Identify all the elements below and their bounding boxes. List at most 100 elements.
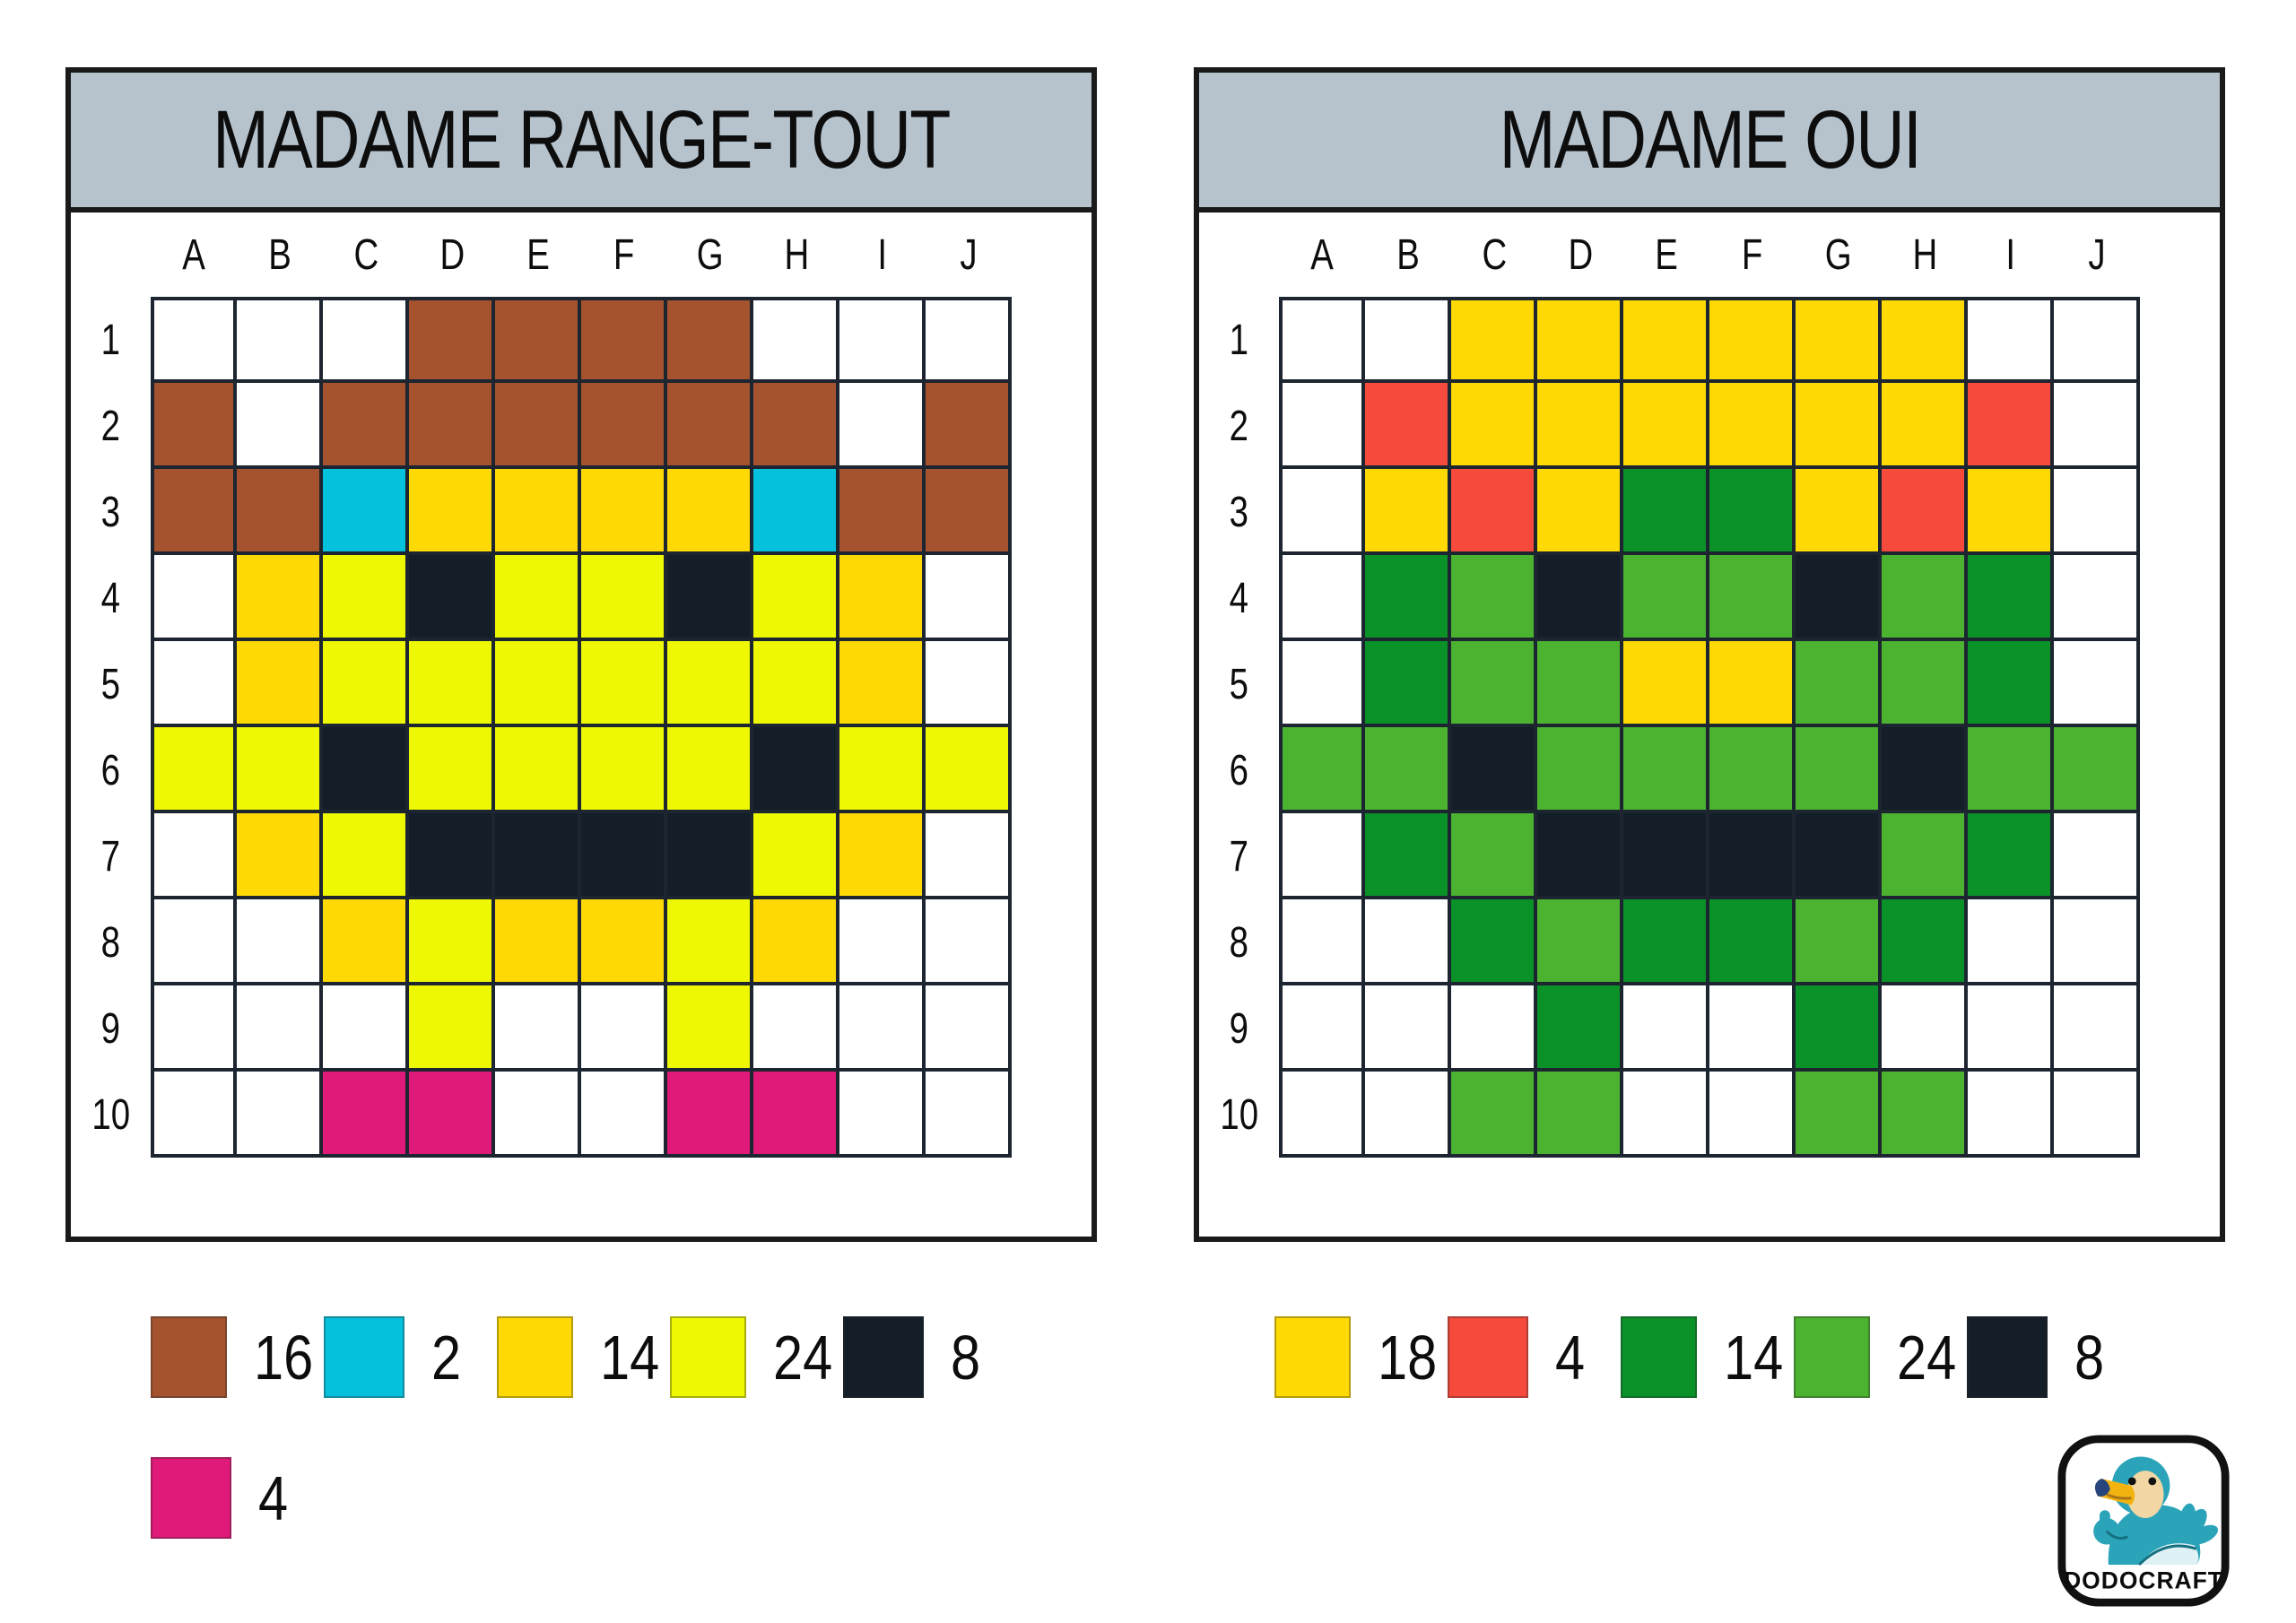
row-label-text: 4 [1229,574,1249,622]
column-label-text: H [1912,230,1937,279]
column-label: F [581,213,667,297]
column-label-text: F [1742,230,1763,279]
grid-cell-white [581,985,667,1072]
column-label-text: A [182,230,205,279]
column-label-text: D [439,230,465,279]
grid-cell-gold-yellow [237,641,323,727]
grid-cell-light-green [1537,899,1623,985]
row-label: 2 [1199,383,1279,469]
grid-cell-red [1882,469,1968,555]
grid-cell-white [1365,1072,1451,1158]
grid-cell-white [2054,555,2140,641]
grid-cell-red [1365,383,1451,469]
grid-cell-gold-yellow [1796,469,1882,555]
column-label-text: H [784,230,809,279]
grid-cell-bright-yellow [495,555,581,641]
panel-title-bar: MADAME RANGE-TOUT [71,73,1091,213]
grid-cell-white [1279,641,1365,727]
grid-cell-white [926,1072,1012,1158]
grid-cell-pink [667,1072,753,1158]
row-label-text: 5 [100,660,121,708]
grid-cell-bright-yellow [926,727,1012,813]
grid-cell-gold-yellow [1537,383,1623,469]
grid-cell-light-green [1796,727,1882,813]
grid-cell-white [1279,1072,1365,1158]
pixel-grid: A B C D E F G H I J 1 2 3 4 5 6 7 8 9 10 [71,213,1091,1158]
grid-cell-white [1279,555,1365,641]
grid-cell-gold-yellow [1882,383,1968,469]
grid-cell-brown [495,383,581,469]
grid-cell-gold-yellow [753,899,839,985]
grid-cell-black [1882,727,1968,813]
grid-cell-light-green [1451,555,1537,641]
grid-cell-gold-yellow [1623,297,1709,383]
grid-cell-bright-yellow [667,985,753,1072]
row-label: 9 [1199,985,1279,1072]
grid-cell-white [495,1072,581,1158]
grid-cell-white [2054,383,2140,469]
legend-swatch-black [1967,1316,2048,1398]
grid-cell-bright-yellow [753,555,839,641]
grid-cell-dark-green [1623,469,1709,555]
legend-count: 18 [1378,1322,1438,1393]
row-label: 9 [71,985,151,1072]
grid-cell-light-green [1709,727,1796,813]
row-label-text: 1 [100,316,121,364]
grid-cell-gold-yellow [1623,383,1709,469]
grid-cell-bright-yellow [839,727,926,813]
grid-cell-bright-yellow [667,899,753,985]
grid-cell-white [495,985,581,1072]
column-label: C [323,213,409,297]
grid-cell-white [926,813,1012,899]
grid-cell-white [753,297,839,383]
grid-cell-light-green [1709,555,1796,641]
legend-count: 4 [1555,1322,1586,1393]
grid-cell-white [151,985,237,1072]
grid-cell-white [839,383,926,469]
color-legend: 16 2 14 24 8 4 [151,1316,1034,1598]
grid-cell-brown [151,383,237,469]
legend-swatch-bright-yellow [670,1316,747,1398]
column-label-text: G [697,230,724,279]
grid-cell-gold-yellow [581,899,667,985]
grid-cell-dark-green [1451,899,1537,985]
legend-swatch-light-green [1794,1316,1871,1398]
grid-cell-white [1968,1072,2054,1158]
row-label-text: 1 [1229,316,1249,364]
grid-cell-dark-green [1365,641,1451,727]
grid-cell-brown [409,383,495,469]
column-label: I [839,213,926,297]
legend-item: 8 [843,1316,1016,1398]
grid-cell-white [753,985,839,1072]
grid-cell-bright-yellow [237,727,323,813]
legend-swatch-dark-green [1621,1316,1698,1398]
grid-cell-black [409,555,495,641]
grid-cell-white [151,1072,237,1158]
grid-cell-brown [581,297,667,383]
grid-cell-gold-yellow [1365,469,1451,555]
row-label: 2 [71,383,151,469]
grid-cell-bright-yellow [409,899,495,985]
row-label-text: 2 [1229,402,1249,450]
row-label-text: 10 [1220,1090,1258,1139]
grid-cell-brown [839,469,926,555]
grid-cell-light-green [1968,727,2054,813]
grid-cell-gold-yellow [1709,641,1796,727]
legend-count: 2 [431,1322,462,1393]
grid-cell-black [1796,555,1882,641]
grid-cell-white [2054,985,2140,1072]
column-label-text: F [613,230,635,279]
grid-cell-brown [323,383,409,469]
grid-cell-brown [495,297,581,383]
grid-cell-light-green [1451,813,1537,899]
grid-cell-dark-green [1882,899,1968,985]
grid-cell-light-green [1365,727,1451,813]
column-label-text: D [1568,230,1593,279]
row-label-text: 2 [100,402,121,450]
grid-cell-gold-yellow [1796,383,1882,469]
grid-cell-gold-yellow [1537,297,1623,383]
row-label-text: 8 [100,918,121,967]
grid-cell-white [1968,899,2054,985]
grid-cell-black [667,813,753,899]
row-label-text: 5 [1229,660,1249,708]
